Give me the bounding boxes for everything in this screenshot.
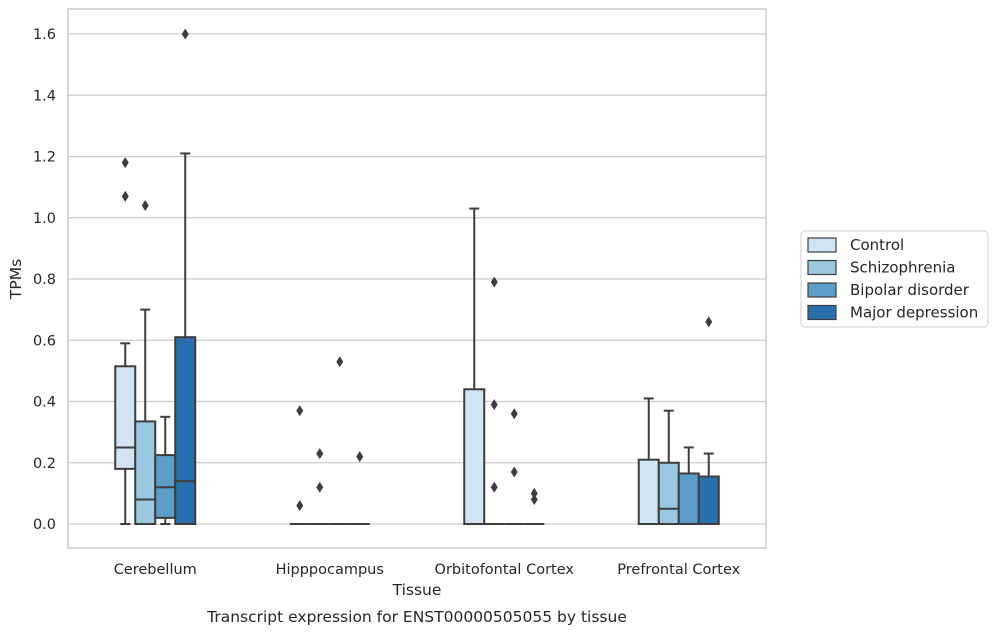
outlier-point <box>490 399 498 411</box>
x-tick-label: Hipppocampus <box>276 562 384 578</box>
y-tick-labels: 0.0 0.2 0.4 0.6 0.8 1.0 1.2 1.4 1.6 <box>33 27 56 533</box>
box-control <box>114 157 137 525</box>
box-body <box>114 365 137 470</box>
y-tick-label: 1.4 <box>33 88 56 104</box>
x-tick-label: Prefrontal Cortex <box>617 562 740 578</box>
legend-swatch <box>807 304 837 321</box>
legend-swatch <box>807 237 837 253</box>
box-body <box>637 458 660 525</box>
outlier-point <box>356 451 364 463</box>
box-body <box>174 336 197 525</box>
outlier-point <box>530 487 538 499</box>
box-major-depression <box>349 451 370 525</box>
outlier-point <box>181 28 189 40</box>
outlier-point <box>490 481 498 493</box>
outlier-point <box>121 190 129 202</box>
y-tick-label: 1.2 <box>33 150 56 166</box>
legend-label: Schizophrenia <box>850 259 955 277</box>
box-schizophrenia <box>309 448 330 525</box>
y-tick-label: 0.0 <box>33 517 56 533</box>
outlier-point <box>510 408 518 420</box>
legend-swatch <box>807 259 837 276</box>
box-control <box>637 397 660 525</box>
x-axis-title: Tissue <box>392 581 442 599</box>
outlier-point <box>705 316 713 328</box>
y-tick-label: 0.4 <box>33 395 56 411</box>
box-major-depression <box>697 316 720 525</box>
box-bipolar-disorder <box>677 446 700 525</box>
y-tick-label: 1.6 <box>33 27 56 43</box>
y-gridlines <box>68 33 766 525</box>
box-control <box>289 405 310 525</box>
box-body <box>463 388 486 525</box>
legend: Control Schizophrenia Bipolar disorder Majo… <box>800 230 989 328</box>
box-schizophrenia <box>484 276 505 525</box>
y-tick-label: 1.0 <box>33 211 56 227</box>
outlier-point <box>316 481 324 493</box>
y-axis-title: TPMs <box>7 259 25 300</box>
y-tick-label: 0.6 <box>33 333 56 349</box>
box-plot-boxes <box>114 28 720 525</box>
outlier-point <box>316 448 324 460</box>
y-tick-label: 0.2 <box>33 456 56 472</box>
legend-label: Major depression <box>850 304 978 322</box>
box-body <box>677 472 700 525</box>
outlier-point <box>121 157 129 169</box>
outlier-point <box>296 405 304 417</box>
box-body <box>657 461 680 525</box>
legend-swatch <box>807 282 837 298</box>
legend-frame <box>800 230 989 328</box>
outlier-point <box>510 466 518 478</box>
box-bipolar-disorder <box>154 415 177 525</box>
outlier-point <box>336 356 344 368</box>
box-major-depression <box>174 28 197 525</box>
box-schizophrenia <box>657 409 680 525</box>
chart-caption: Transcript expression for ENST0000050505… <box>206 608 627 626</box>
y-tick-label: 0.8 <box>33 272 56 288</box>
box-major-depression <box>524 487 545 525</box>
box-bipolar-disorder <box>504 408 525 525</box>
x-tick-label: Cerebellum <box>114 562 197 578</box>
outlier-point <box>296 500 304 512</box>
outlier-point <box>530 494 538 505</box>
legend-label: Bipolar disorder <box>850 281 970 299</box>
box-body <box>134 420 157 525</box>
plot-frame <box>67 8 767 549</box>
box-schizophrenia <box>134 200 157 525</box>
x-tick-label: Orbitofontal Cortex <box>435 562 575 578</box>
legend-label: Control <box>850 236 904 254</box>
outlier-point <box>141 200 149 211</box>
outlier-point <box>490 276 498 288</box>
box-control <box>463 207 486 525</box>
box-body <box>697 475 720 525</box>
box-bipolar-disorder <box>329 356 350 525</box>
x-tick-labels: Cerebellum Hipppocampus Orbitofontal Corte… <box>114 562 741 578</box>
